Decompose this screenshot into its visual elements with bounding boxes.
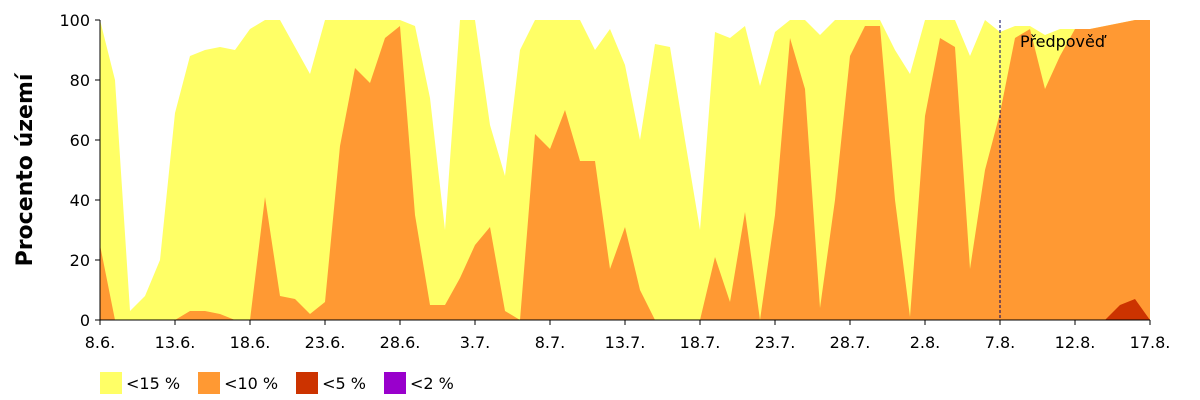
x-tick-label: 23.7.: [755, 333, 796, 352]
y-tick-label: 60: [70, 131, 90, 150]
area-series-group: [100, 20, 1150, 320]
legend-label: <10 %: [224, 373, 279, 393]
x-tick-label: 3.7.: [460, 333, 491, 352]
y-tick-label: 100: [59, 11, 90, 30]
area-series-2: [100, 20, 1150, 320]
y-tick-label: 20: [70, 251, 90, 270]
x-tick-label: 13.7.: [605, 333, 646, 352]
x-tick-label: 18.7.: [680, 333, 721, 352]
legend-label: <15 %: [126, 373, 181, 393]
legend-item: <15 %: [100, 372, 180, 394]
legend-swatch: [384, 372, 406, 394]
drought-area-chart: 0 20 40 60 80 100 8.6. 13.6. 18.6. 23.6. 28.6. 3.7.…: [13, 11, 1170, 352]
y-axis-label: Procento území: [13, 72, 38, 266]
legend-swatch: [100, 372, 122, 394]
x-tick-label: 17.8.: [1130, 333, 1171, 352]
axes-group: 0 20 40 60 80 100 8.6. 13.6. 18.6. 23.6. 28.6. 3.7.…: [59, 11, 1170, 352]
y-tick-label: 40: [70, 191, 90, 210]
legend-item: <5 %: [296, 372, 366, 394]
x-tick-label: 7.8.: [985, 333, 1016, 352]
legend-label: <5 %: [322, 373, 366, 393]
x-tick-label: 2.8.: [910, 333, 941, 352]
legend-swatch: [296, 372, 319, 394]
x-tick-label: 12.8.: [1055, 333, 1096, 352]
legend-label: <2 %: [410, 373, 454, 393]
x-tick-label: 13.6.: [155, 333, 196, 352]
x-tick-label: 28.7.: [830, 333, 871, 352]
chart-legend: <15 % <10 % <5 % <2 %: [100, 372, 454, 394]
x-tick-label: 23.6.: [305, 333, 346, 352]
legend-item: <10 %: [198, 372, 278, 394]
x-tick-label: 28.6.: [380, 333, 421, 352]
x-tick-label: 8.6.: [85, 333, 116, 352]
y-tick-label: 0: [80, 311, 90, 330]
y-tick-label: 80: [70, 71, 90, 90]
x-tick-label: 18.6.: [230, 333, 271, 352]
x-tick-label: 8.7.: [535, 333, 566, 352]
legend-swatch: [198, 372, 221, 394]
forecast-annotation: Předpověď: [1020, 32, 1107, 51]
legend-item: <2 %: [384, 372, 454, 394]
